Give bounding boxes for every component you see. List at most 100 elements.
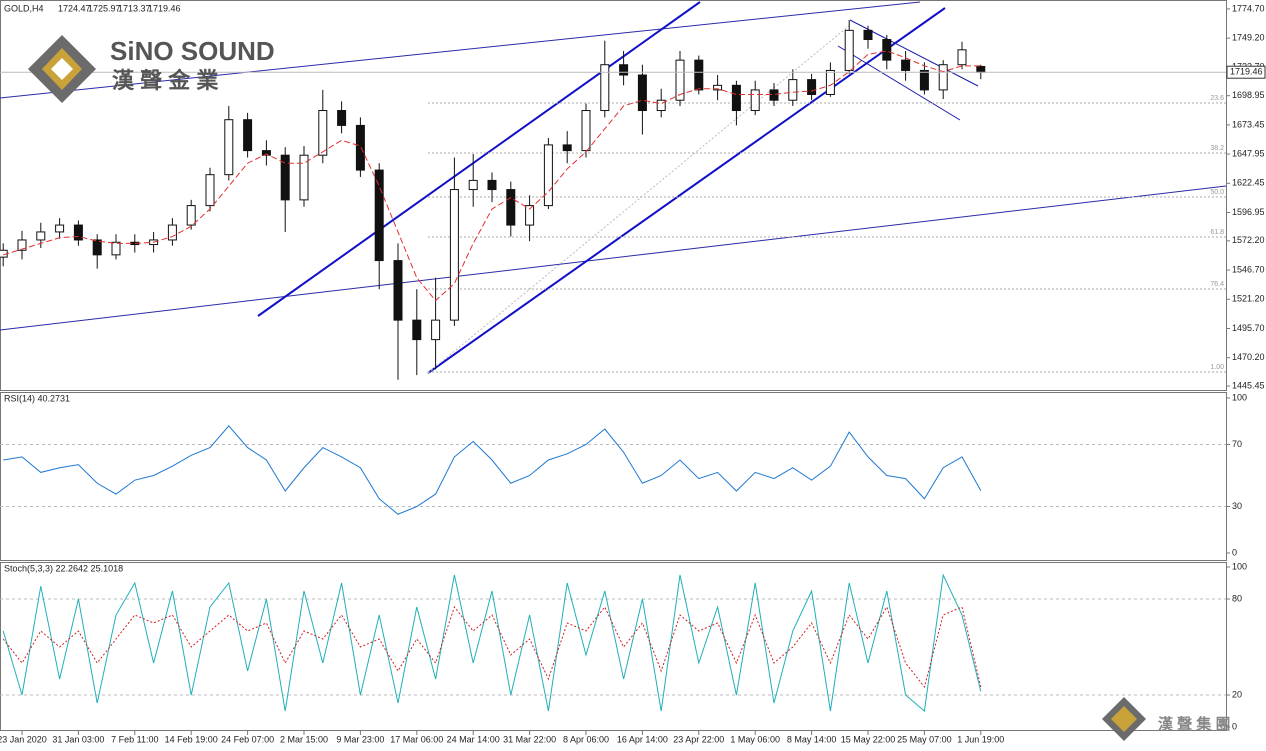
channel-line [837, 45, 961, 121]
y-tick-label: 100 [1232, 561, 1247, 571]
candle-body [600, 64, 610, 112]
candle-body [111, 241, 121, 256]
header-open: 1724.47 [58, 3, 91, 13]
symbol: GOLD,H4 [4, 3, 44, 13]
indicator-line [3, 425, 982, 515]
header-low: 1713.37 [118, 3, 151, 13]
marks [0, 20, 1226, 712]
logo-name: SiNO SOUND [110, 36, 275, 66]
candle-body [261, 150, 271, 156]
candle-body [825, 69, 835, 95]
y-tick-label: 1647.95 [1232, 148, 1265, 158]
candle-body [224, 119, 234, 176]
candle-body [562, 144, 572, 152]
x-tick-label: 31 Jan 03:00 [52, 734, 104, 744]
fib-label: 1.00 [1210, 364, 1224, 371]
candle-body [882, 39, 892, 61]
candle-body [750, 89, 760, 112]
candle-body [431, 319, 441, 341]
logo: SiNO SOUND 漢 聲 金 業 漢 聲 集 團 [28, 35, 1231, 741]
x-tick-label: 8 May 14:00 [787, 734, 837, 744]
x-tick-label: 15 May 22:00 [841, 734, 896, 744]
candle-body [901, 59, 911, 71]
fib-label: 76.4 [1210, 281, 1224, 288]
candle-body [243, 119, 253, 152]
candle-body [449, 189, 459, 321]
candle-body [694, 59, 704, 91]
candle-body [205, 174, 215, 207]
candle-body [374, 169, 384, 262]
y-tick-label: 1596.95 [1232, 207, 1265, 217]
x-tick-label: 17 Mar 06:00 [390, 734, 443, 744]
logo-footer: 漢 聲 集 團 [1158, 715, 1231, 733]
y-tick-label: 1470.20 [1232, 352, 1265, 362]
candle-body [863, 29, 873, 41]
fib-label: 38.2 [1210, 145, 1224, 152]
indicator-line [2, 573, 982, 712]
candle-body [788, 79, 798, 101]
candle-body [299, 154, 309, 201]
y-tick-label: 100 [1232, 392, 1247, 402]
candle-body [581, 110, 591, 152]
fib-label: 61.8 [1210, 229, 1224, 236]
candle-body [36, 231, 46, 241]
header-high: 1725.97 [88, 3, 121, 13]
x-tick-label: 7 Feb 11:00 [111, 734, 158, 744]
x-tick-label: 23 Apr 22:00 [673, 734, 724, 744]
y-tick-label: 1495.70 [1232, 323, 1265, 333]
y-tick-label: 20 [1232, 689, 1242, 699]
y-tick-label: 1521.20 [1232, 294, 1265, 304]
candle-body [280, 154, 290, 201]
stoch-panel [0, 562, 1227, 731]
header-close: 1719.46 [148, 3, 181, 13]
candle-body [318, 110, 328, 156]
y-tick-label: 1622.45 [1232, 178, 1265, 188]
candle-body [506, 189, 516, 226]
y-tick-label: 1749.20 [1232, 33, 1265, 43]
x-tick-label: 9 Mar 23:00 [336, 734, 384, 744]
candle-body [543, 144, 553, 207]
y-tick-label: 30 [1232, 501, 1242, 511]
moving-average [3, 50, 981, 302]
fib-line [427, 24, 851, 374]
trend-line [0, 185, 1227, 331]
x-tick-label: 24 Mar 14:00 [447, 734, 500, 744]
x-tick-label: 14 Feb 19:00 [165, 734, 218, 744]
fib-label: 23.6 [1210, 95, 1224, 102]
y-tick-label: 1673.45 [1232, 119, 1265, 129]
x-tick-label: 2 Mar 15:00 [280, 734, 328, 744]
price-label: 1719.46 [1230, 67, 1263, 77]
candle-body [412, 319, 422, 341]
x-tick-label: 24 Feb 07:00 [221, 734, 274, 744]
candle-body [675, 59, 685, 101]
candle-body [186, 205, 196, 226]
candle-body [55, 224, 65, 233]
y-tick-label: 0 [1232, 721, 1237, 731]
stoch-title: Stoch(5,3,3) 22.2642 25.1018 [4, 563, 123, 573]
rsi-panel [0, 392, 1227, 561]
candle-body [92, 239, 102, 256]
y-tick-label: 1774.70 [1232, 3, 1265, 13]
candle-body [619, 64, 629, 76]
candle-body [337, 110, 347, 126]
x-tick-label: 23 Jan 2020 [0, 734, 47, 744]
candle-body [393, 260, 403, 321]
y-tick-label: 70 [1232, 439, 1242, 449]
channel-line [257, 1, 701, 317]
indicator-line [2, 605, 982, 689]
y-tick-label: 1572.20 [1232, 235, 1265, 245]
candle-body [656, 99, 666, 112]
x-tick-label: 1 Jun 19:00 [957, 734, 1004, 744]
candle-body [487, 179, 497, 191]
candle-body [468, 179, 478, 191]
candle-body [807, 79, 817, 95]
candle-body [637, 74, 647, 112]
candle-body [713, 84, 723, 91]
fib-label: 50.0 [1210, 189, 1224, 196]
candle-body [976, 65, 986, 73]
candle-body [919, 69, 929, 91]
trend-lines [0, 1, 1227, 374]
candle-body [769, 89, 779, 101]
